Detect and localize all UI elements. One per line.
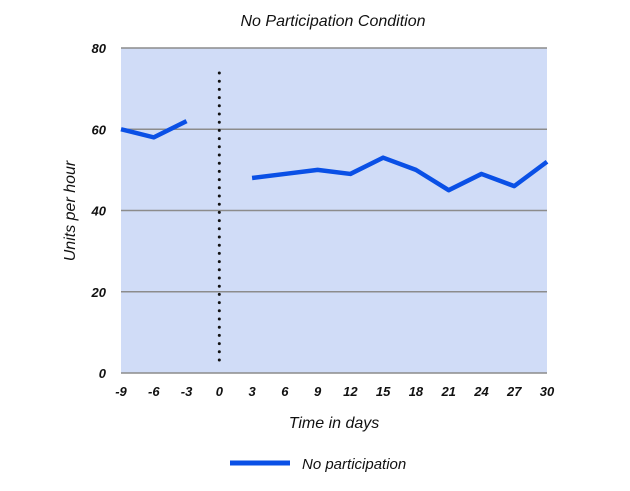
- x-tick-label: 0: [216, 384, 224, 399]
- x-tick-label: 24: [473, 384, 489, 399]
- y-axis-ticks: 0 20 40 60 80: [91, 41, 107, 381]
- x-tick-label: 3: [248, 384, 256, 399]
- x-tick-label: 15: [376, 384, 391, 399]
- series-line-segment: [120, 119, 188, 140]
- y-tick-label: 80: [92, 41, 107, 56]
- legend: No participation: [230, 456, 406, 473]
- x-tick-label: 12: [343, 384, 358, 399]
- x-tick-label: 6: [281, 384, 289, 399]
- y-axis-title: Units per hour: [62, 160, 79, 261]
- x-tick-label: 30: [540, 384, 555, 399]
- x-tick-label: 27: [506, 384, 522, 399]
- y-tick-label: 60: [92, 122, 107, 137]
- y-tick-label: 0: [99, 366, 107, 381]
- y-tick-label: 20: [91, 285, 107, 300]
- x-tick-label: 18: [409, 384, 424, 399]
- x-axis-title: Time in days: [289, 415, 380, 432]
- x-tick-label: -3: [181, 384, 193, 399]
- gridlines: [121, 47, 547, 374]
- x-axis-ticks: -9 -6 -3 0 3 6 9 12 15 18 21 24 27 30: [115, 384, 555, 399]
- x-tick-label: -6: [148, 384, 160, 399]
- legend-label: No participation: [302, 456, 406, 473]
- x-tick-label: -9: [115, 384, 127, 399]
- series-lines: [120, 119, 549, 193]
- chart-title: No Participation Condition: [241, 13, 426, 30]
- x-tick-label: 9: [314, 384, 322, 399]
- y-tick-label: 40: [91, 204, 107, 219]
- series-line-segment: [251, 155, 549, 193]
- x-tick-label: 21: [440, 384, 455, 399]
